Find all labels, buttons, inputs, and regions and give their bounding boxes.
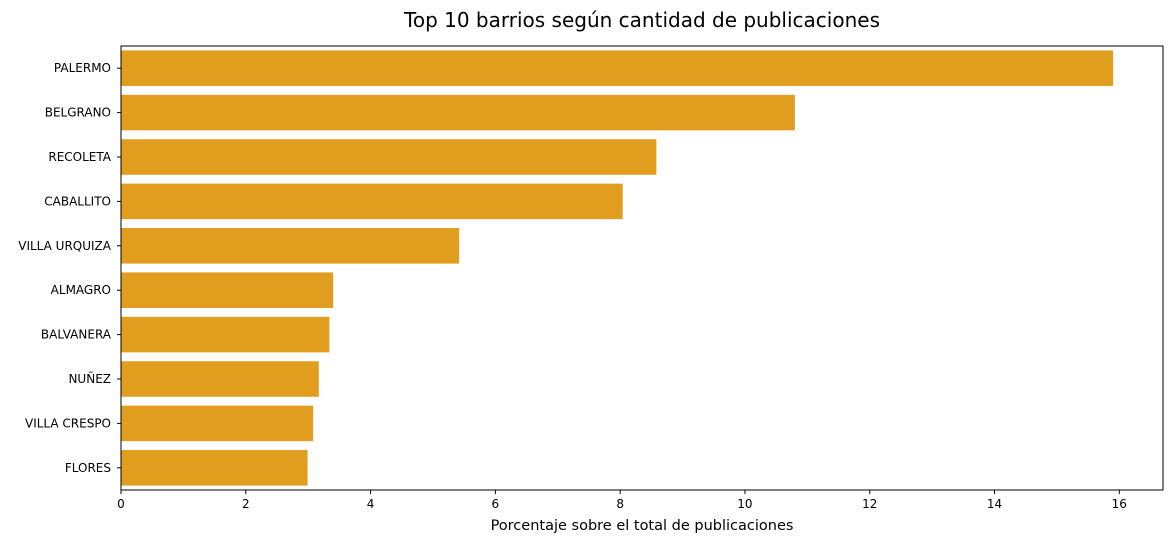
x-tick-label: 2 — [242, 497, 250, 511]
y-tick-label: BELGRANO — [45, 106, 111, 120]
y-tick-label: BALVANERA — [41, 328, 112, 342]
bar-balvanera — [121, 317, 329, 353]
x-tick-label: 16 — [1112, 497, 1127, 511]
bar-flores — [121, 450, 308, 486]
x-axis-label: Porcentaje sobre el total de publicacion… — [491, 518, 794, 534]
x-tick-label: 4 — [367, 497, 375, 511]
y-tick-label: PALERMO — [54, 61, 111, 75]
y-tick-label: VILLA CRESPO — [25, 416, 111, 430]
y-tick-label: FLORES — [65, 461, 111, 475]
bar-villa-urquiza — [121, 228, 459, 264]
y-tick-label: NUÑEZ — [68, 371, 111, 386]
bar-belgrano — [121, 95, 795, 131]
x-tick-label: 6 — [492, 497, 500, 511]
bar-almagro — [121, 272, 333, 308]
y-tick-label: RECOLETA — [48, 150, 111, 164]
x-tick-label: 10 — [737, 497, 752, 511]
chart-title: Top 10 barrios según cantidad de publica… — [403, 8, 880, 32]
bar-nunez — [121, 361, 319, 397]
y-tick-label: VILLA URQUIZA — [18, 239, 112, 253]
x-axis-ticks: 0 2 4 6 8 10 12 14 16 — [117, 490, 1127, 511]
x-tick-label: 14 — [987, 497, 1002, 511]
x-tick-label: 8 — [616, 497, 624, 511]
bar-caballito — [121, 184, 623, 220]
bars-layer — [121, 50, 1113, 485]
y-tick-label: CABALLITO — [44, 194, 111, 208]
bar-palermo — [121, 50, 1113, 86]
y-tick-label: ALMAGRO — [51, 283, 111, 297]
bar-villa-crespo — [121, 406, 313, 442]
x-tick-label: 12 — [862, 497, 877, 511]
bar-recoleta — [121, 139, 656, 175]
x-tick-label: 0 — [117, 497, 125, 511]
y-axis-ticks: PALERMO BELGRANO RECOLETA CABALLITO VILLA UR… — [18, 61, 121, 475]
